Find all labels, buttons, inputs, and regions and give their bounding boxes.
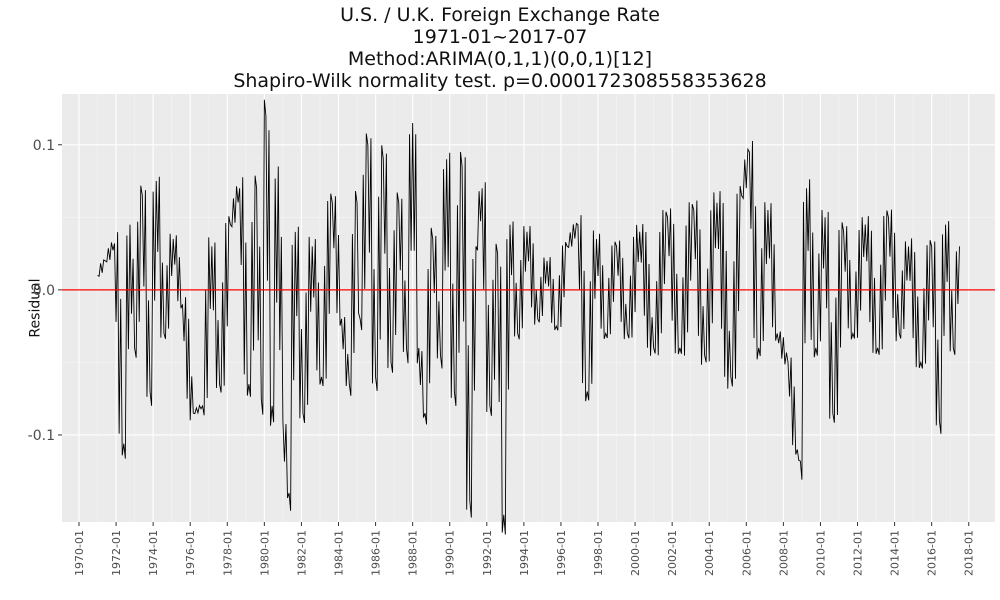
x-tick-label: 1978-01 <box>221 530 234 576</box>
chart-title: U.S. / U.K. Foreign Exchange Rate <box>340 4 660 26</box>
x-tick-label: 1986-01 <box>370 530 383 576</box>
x-tick-label: 2014-01 <box>889 530 902 576</box>
x-tick-label: 2016-01 <box>926 530 939 576</box>
y-tick-label: 0.0 <box>33 283 55 299</box>
y-tick-label: -0.1 <box>28 428 55 444</box>
x-tick-label: 2002-01 <box>666 530 679 576</box>
x-tick-label: 1998-01 <box>592 530 605 576</box>
y-tick-label: 0.1 <box>33 138 55 154</box>
x-tick-label: 2008-01 <box>777 530 790 576</box>
x-tick-label: 1974-01 <box>147 530 160 576</box>
x-tick-label: 2012-01 <box>852 530 865 576</box>
x-tick-label: 1990-01 <box>444 530 457 576</box>
x-tick-label: 1996-01 <box>555 530 568 576</box>
x-tick-label: 1972-01 <box>110 530 123 576</box>
x-tick-label: 1982-01 <box>295 530 308 576</box>
chart-subtitle-period: 1971-01~2017-07 <box>412 26 588 48</box>
x-tick-label: 2000-01 <box>629 530 642 576</box>
residual-series-line <box>97 99 960 535</box>
chart-subtitle-method: Method:ARIMA(0,1,1)(0,0,1)[12] <box>347 48 653 70</box>
x-tick-label: 1994-01 <box>518 530 531 576</box>
x-tick-label: 2006-01 <box>740 530 753 576</box>
x-tick-label: 1970-01 <box>73 530 86 576</box>
x-tick-label: 2010-01 <box>814 530 827 576</box>
x-tick-label: 1988-01 <box>407 530 420 576</box>
chart-titles: U.S. / U.K. Foreign Exchange Rate 1971-0… <box>0 4 1000 92</box>
x-tick-label: 1984-01 <box>333 530 346 576</box>
x-tick-label: 2018-01 <box>963 530 976 576</box>
x-tick-label: 1992-01 <box>481 530 494 576</box>
x-tick-label: 1976-01 <box>184 530 197 576</box>
x-tick-label: 1980-01 <box>258 530 271 576</box>
chart-subtitle-normality: Shapiro-Wilk normality test. p=0.0001723… <box>233 70 767 92</box>
x-tick-label: 2004-01 <box>703 530 716 576</box>
plot-panel <box>62 94 995 522</box>
